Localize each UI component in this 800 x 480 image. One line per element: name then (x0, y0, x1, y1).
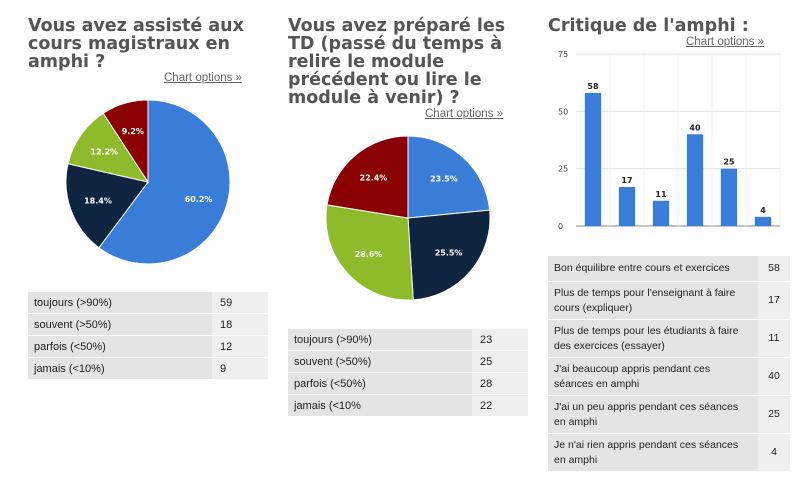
table-row: parfois (<50%) 12 (28, 336, 268, 357)
bar (720, 168, 738, 226)
bar (584, 92, 602, 226)
table-row: jamais (<10% 22 (288, 395, 528, 416)
bar (754, 216, 772, 226)
chart-title: Vous avez préparé les TD (passé du temps… (288, 16, 506, 108)
bar-value-label: 11 (655, 190, 667, 199)
table-row: Plus de temps pour l'enseignant à faire … (548, 282, 790, 319)
table-cell-label: Plus de temps pour les étudiants à faire… (548, 320, 758, 357)
data-table: Bon équilibre entre cours et exercices 5… (548, 255, 790, 472)
table-cell-label: J'ai beaucoup appris pendant ces séances… (548, 358, 758, 395)
table-cell-label: Bon équilibre entre cours et exercices (548, 256, 758, 281)
table-cell-label: J'ai un peu appris pendant ces séances e… (548, 396, 758, 433)
chart-title: Critique de l'amphi : (548, 16, 749, 36)
table-row: parfois (<50%) 28 (288, 373, 528, 394)
table-row: J'ai beaucoup appris pendant ces séances… (548, 358, 790, 395)
table-cell-label: Plus de temps pour l'enseignant à faire … (548, 282, 758, 319)
pie-slice (407, 209, 491, 301)
table-row: J'ai un peu appris pendant ces séances e… (548, 396, 790, 433)
pie-slice (65, 163, 149, 249)
bar (686, 134, 704, 226)
pie-slice-label: 18.4% (84, 196, 112, 205)
pie-slice (326, 135, 409, 219)
table-cell-label: Je n'ai rien appris pendant ces séances … (548, 434, 758, 471)
table-cell-label: toujours (>90%) (28, 292, 212, 313)
chart-options-link[interactable]: Chart options » (425, 108, 503, 120)
pie-slice (102, 99, 149, 184)
table-cell-label: jamais (<10%) (28, 358, 212, 379)
y-tick-label: 75 (558, 50, 568, 59)
y-tick-label: 25 (558, 165, 568, 174)
pie-slice (407, 135, 491, 219)
bar-value-label: 17 (621, 176, 632, 185)
table-cell-label: souvent (>50%) (28, 314, 212, 335)
table-row: Bon équilibre entre cours et exercices 5… (548, 256, 790, 281)
table-row: souvent (>50%) 18 (28, 314, 268, 335)
pie-slice-label: 12.2% (90, 148, 118, 157)
bar-value-label: 40 (689, 123, 701, 132)
table-cell-value: 28 (472, 373, 528, 394)
table-row: Je n'ai rien appris pendant ces séances … (548, 434, 790, 471)
table-row: toujours (>90%) 59 (28, 292, 268, 313)
pie-slice-label: 60.2% (185, 195, 213, 204)
table-row: jamais (<10%) 9 (28, 358, 268, 379)
pie-slice (325, 204, 414, 301)
data-table: toujours (>90%) 23 souvent (>50%) 25 par… (288, 328, 528, 417)
table-row: souvent (>50%) 25 (288, 351, 528, 372)
bar-chart: 0 25 50 75 58 17 11 40 25 4 (558, 50, 781, 231)
table-cell-value: 9 (212, 358, 268, 379)
y-tick-label: 0 (558, 222, 563, 231)
bar-value-label: 58 (587, 82, 599, 91)
table-cell-value: 25 (472, 351, 528, 372)
table-cell-label: toujours (>90%) (288, 329, 472, 350)
pie-slice-label: 22.4% (360, 173, 388, 182)
table-cell-label: parfois (<50%) (288, 373, 472, 394)
table-cell-value: 11 (758, 320, 790, 357)
table-cell-value: 17 (758, 282, 790, 319)
y-tick-label: 50 (558, 107, 568, 116)
bar-value-label: 25 (723, 158, 735, 167)
table-cell-value: 59 (212, 292, 268, 313)
table-cell-value: 12 (212, 336, 268, 357)
bar (618, 187, 636, 226)
chart-options-link[interactable]: Chart options » (164, 72, 242, 84)
table-cell-label: parfois (<50%) (28, 336, 212, 357)
pie-chart: 23.5% 25.5% 28.6% 22.4% (325, 135, 491, 301)
table-cell-value: 25 (758, 396, 790, 433)
bar (652, 200, 670, 226)
chart-options-link[interactable]: Chart options » (686, 36, 764, 48)
pie-slice-label: 25.5% (435, 249, 463, 258)
pie-slice-label: 28.6% (355, 250, 383, 259)
table-cell-value: 18 (212, 314, 268, 335)
table-cell-value: 23 (472, 329, 528, 350)
table-cell-value: 22 (472, 395, 528, 416)
pie-slice (98, 99, 231, 265)
data-table: toujours (>90%) 59 souvent (>50%) 18 par… (28, 291, 268, 380)
chart-title: Vous avez assisté aux cours magistraux e… (28, 16, 244, 72)
pie-slice-label: 23.5% (430, 175, 458, 184)
pie-chart: 60.2% 18.4% 12.2% 9.2% (65, 99, 231, 265)
table-cell-value: 58 (758, 256, 790, 281)
pie-slice-label: 9.2% (122, 127, 144, 136)
table-cell-label: jamais (<10% (288, 395, 472, 416)
bar-value-label: 4 (760, 206, 766, 215)
pie-slice (67, 112, 150, 183)
table-cell-value: 4 (758, 434, 790, 471)
table-cell-label: souvent (>50%) (288, 351, 472, 372)
table-cell-value: 40 (758, 358, 790, 395)
table-row: toujours (>90%) 23 (288, 329, 528, 350)
table-row: Plus de temps pour les étudiants à faire… (548, 320, 790, 357)
